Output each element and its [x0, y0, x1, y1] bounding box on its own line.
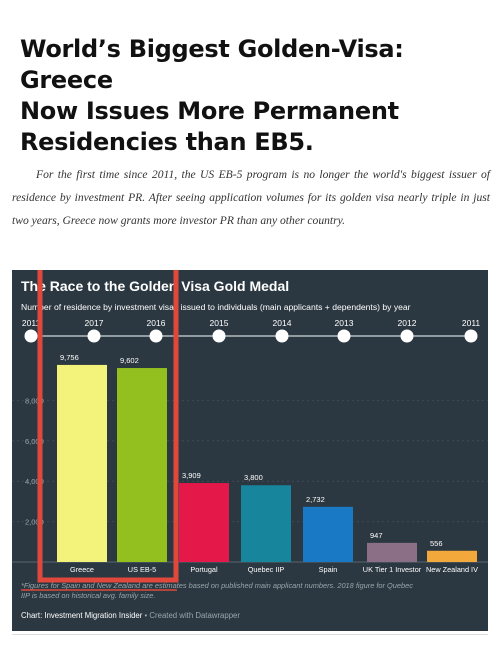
bar-portugal: [179, 483, 229, 562]
bar-spain: [303, 506, 353, 562]
x-category-label: UK Tier 1 Investor: [363, 565, 422, 574]
article-intro: For the first time since 2011, the US EB…: [12, 168, 490, 227]
y-tick-label: 4,000: [25, 477, 44, 486]
timeline-year-label: 2011: [462, 318, 481, 328]
bar-new-zealand-iv: [427, 550, 477, 562]
bar-value-label: 556: [430, 539, 443, 548]
chart-footnote: *Figures for Spain and New Zealand are e…: [21, 581, 413, 600]
x-category-label: Spain: [319, 565, 338, 574]
timeline-dot: [212, 329, 226, 343]
bar-value-label: 9,602: [120, 356, 139, 365]
chart-credit: • Created with Datawrapper: [142, 611, 240, 620]
bar-uk-tier-1-investor: [367, 542, 417, 562]
bar-chart: The Race to the Golden Visa Gold Medal Nu…: [12, 270, 488, 620]
y-tick-label: 8,000: [25, 396, 44, 405]
chart-source: Chart: Investment Migration Insider • Cr…: [21, 611, 240, 620]
headline-line-1: World’s Biggest Golden-Visa: Greece: [20, 35, 404, 94]
timeline-dot: [275, 329, 289, 343]
timeline-year-label: 2015: [210, 318, 229, 328]
article-headline: World’s Biggest Golden-Visa: Greece Now …: [20, 34, 490, 158]
x-category-label: US EB-5: [128, 565, 156, 574]
chart-subtitle: Number of residence by investment visas …: [21, 302, 411, 312]
timeline-dot: [87, 329, 101, 343]
timeline-year-label: 2011: [22, 318, 41, 328]
headline-line-3: Residencies than EB5.: [20, 128, 314, 156]
timeline-year-label: 2012: [398, 318, 417, 328]
x-category-label: Quebec IIP: [248, 565, 285, 574]
bar-value-label: 2,732: [306, 495, 325, 504]
bar-greece: [57, 364, 107, 562]
timeline-dot: [337, 329, 351, 343]
bar-value-label: 9,756: [60, 353, 79, 362]
bar-quebec-iip: [241, 485, 291, 562]
bar-value-label: 3,800: [244, 473, 263, 482]
timeline-year-label: 2016: [147, 318, 166, 328]
chart-title: The Race to the Golden Visa Gold Medal: [21, 278, 289, 294]
timeline-year-label: 2014: [273, 318, 292, 328]
x-category-label: Portugal: [190, 565, 218, 574]
bar-value-label: 3,909: [182, 471, 201, 480]
headline-line-2: Now Issues More Permanent: [20, 97, 399, 125]
page-divider: [12, 634, 488, 635]
bar-value-label: 947: [370, 531, 383, 540]
timeline-year-label: 2017: [85, 318, 104, 328]
timeline-dot: [464, 329, 478, 343]
y-tick-label: 2,000: [25, 518, 44, 527]
chart-image: The Race to the Golden Visa Gold Medal Nu…: [12, 270, 488, 631]
highlight-box: [37, 270, 179, 583]
x-category-label: Greece: [70, 565, 94, 574]
timeline-year-label: 2013: [335, 318, 354, 328]
x-category-label: New Zealand IV: [426, 565, 478, 574]
timeline-dot: [24, 329, 38, 343]
timeline-dot: [149, 329, 163, 343]
bar-us-eb-5: [117, 368, 167, 562]
timeline-dot: [400, 329, 414, 343]
y-tick-label: 6,000: [25, 437, 44, 446]
